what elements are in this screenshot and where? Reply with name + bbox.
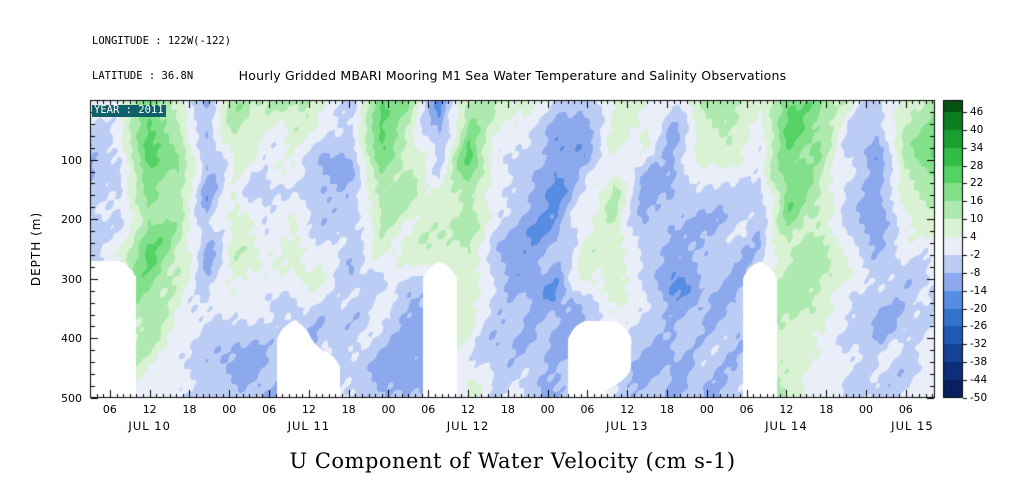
year-label: YEAR : 2011 xyxy=(92,104,231,117)
chart-title: Hourly Gridded MBARI Mooring M1 Sea Wate… xyxy=(238,68,787,83)
year-text: YEAR : 2011 xyxy=(92,104,166,117)
station-info: LONGITUDE : 122W(-122) LATITUDE : 36.8N … xyxy=(92,13,231,140)
bottom-axis-title: U Component of Water Velocity (cm s-1) xyxy=(289,449,736,473)
latitude-label: LATITUDE : 36.8N xyxy=(92,69,194,82)
longitude-label: LONGITUDE : 122W(-122) xyxy=(92,35,232,47)
y-axis-label: DEPTH (m) xyxy=(29,211,43,287)
